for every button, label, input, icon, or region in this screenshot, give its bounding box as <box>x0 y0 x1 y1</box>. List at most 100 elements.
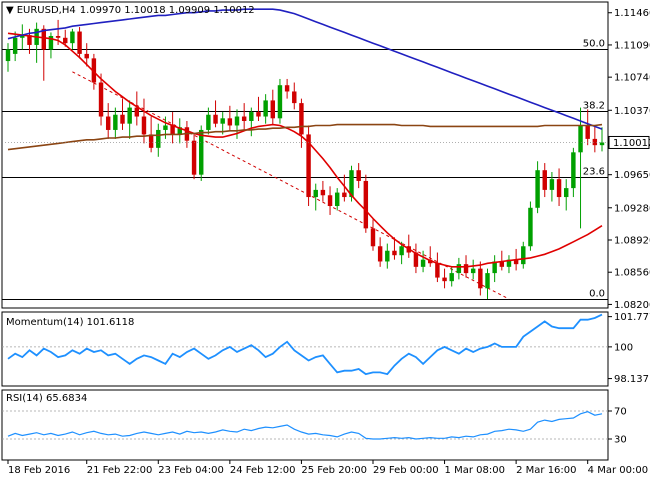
candle-body <box>334 192 340 206</box>
price-tick-label: 1.08200 <box>614 300 650 311</box>
time-tick-label: 29 Feb 00:00 <box>373 465 439 476</box>
rsi-tick-label: 70 <box>614 407 627 418</box>
candle-body <box>5 49 11 62</box>
momentum-tick-label: 101.7772 <box>614 312 650 323</box>
candle-body <box>370 228 376 247</box>
candle-body <box>220 118 225 124</box>
momentum-tick-label: 100 <box>614 342 633 353</box>
candle-body <box>148 134 154 148</box>
candle-body <box>306 134 311 198</box>
candle-body <box>363 180 369 229</box>
candle-body <box>70 31 75 44</box>
price-tick-label: 1.09650 <box>614 170 650 181</box>
price-frame <box>1 1 609 309</box>
momentum-frame <box>1 311 609 387</box>
candle-body <box>385 250 390 262</box>
candle-body <box>41 28 47 50</box>
ohlc-values: 1.09970 1.10018 1.09909 1.10012 <box>80 5 255 16</box>
candle-body <box>292 91 297 104</box>
rsi-frame <box>1 389 609 461</box>
candle-body <box>84 53 89 59</box>
candle-body <box>521 246 526 265</box>
symbol-label: EURUSD,H4 <box>17 5 76 16</box>
rsi-panel[interactable]: 70 30 <box>1 389 627 461</box>
candle-body <box>120 114 125 124</box>
candle-body <box>12 37 18 54</box>
dropdown-arrow-icon[interactable]: ▼ <box>6 5 14 16</box>
candle-body <box>492 261 497 274</box>
ma-fast-line <box>7 32 603 268</box>
candle-body <box>392 250 397 256</box>
candle-body <box>578 125 583 153</box>
candle-body <box>105 116 111 130</box>
candle-body <box>27 35 32 45</box>
candle-body <box>556 179 562 198</box>
candle-body <box>270 100 276 119</box>
price-panel[interactable]: 50.0 38.2 23.6 0.0 1.11460 1.11090 1.10740 1.10… <box>1 1 650 311</box>
price-tick-label: 1.10740 <box>614 73 650 84</box>
candle-body <box>535 170 540 208</box>
price-tick-label: 1.08920 <box>614 236 650 247</box>
trend-line <box>72 71 510 300</box>
current-price-label: 1.10012 <box>613 138 650 149</box>
candle-body <box>563 188 569 198</box>
candle-body <box>342 192 347 198</box>
candle-body <box>599 142 605 146</box>
candle-body <box>199 129 204 175</box>
chart-header: ▼ EURUSD,H4 1.09970 1.10018 1.09909 1.1001… <box>6 5 255 16</box>
candle-body <box>156 129 161 148</box>
candle-body <box>284 85 290 92</box>
candle-body <box>299 103 304 135</box>
candle-body <box>442 277 447 282</box>
candle-body <box>478 268 483 289</box>
ma-long-line <box>7 123 603 151</box>
candle-body <box>513 259 519 265</box>
momentum-panel[interactable]: 101.7772 100 98.137 <box>1 311 650 387</box>
candle-body <box>420 259 426 267</box>
candle-body <box>91 58 97 83</box>
candle-body <box>549 179 555 190</box>
ma-slow-line <box>7 8 603 130</box>
time-tick-label: 24 Feb 12:00 <box>230 465 296 476</box>
candle-body <box>177 127 182 135</box>
candle-body <box>528 207 533 247</box>
fib-level-label: 23.6 <box>583 167 605 178</box>
candle-body <box>377 246 383 262</box>
candle-body <box>241 116 247 121</box>
candle-body <box>191 140 197 175</box>
fib-level-label: 50.0 <box>583 39 605 50</box>
price-tick-label: 1.09280 <box>614 203 650 214</box>
candle-body <box>542 170 547 190</box>
time-tick-label: 25 Feb 20:00 <box>301 465 367 476</box>
rsi-label: RSI(14) 65.6834 <box>6 393 87 404</box>
candle-body <box>48 36 54 50</box>
candle-body <box>506 259 512 267</box>
fib-level-label: 38.2 <box>583 101 605 112</box>
candle-body <box>256 112 261 117</box>
rsi-tick-label: 30 <box>614 435 627 446</box>
candle-body <box>234 116 240 126</box>
candle-body <box>356 170 361 181</box>
time-axis: 18 Feb 2016 21 Feb 22:00 23 Feb 04:00 24 Fe… <box>7 460 648 476</box>
candle-body <box>141 116 147 135</box>
candle-body <box>63 37 68 44</box>
candle-body <box>163 125 168 130</box>
candle-body <box>456 264 462 274</box>
price-tick-label: 1.10370 <box>614 106 650 117</box>
candle-body <box>428 259 433 264</box>
current-price-box <box>608 135 650 149</box>
candle-body <box>499 261 505 267</box>
time-tick-label: 18 Feb 2016 <box>8 465 70 476</box>
candle-body <box>55 36 61 38</box>
candle-body <box>277 85 283 119</box>
momentum-tick-label: 98.137 <box>614 374 649 385</box>
candle-body <box>470 268 476 274</box>
candle-body <box>399 246 404 256</box>
candle-body <box>206 114 211 130</box>
candle-body <box>313 189 318 198</box>
candle-body <box>485 273 490 289</box>
time-tick-label: 1 Mar 08:00 <box>445 465 505 476</box>
candle-body <box>585 125 590 139</box>
candle-body <box>134 107 140 117</box>
